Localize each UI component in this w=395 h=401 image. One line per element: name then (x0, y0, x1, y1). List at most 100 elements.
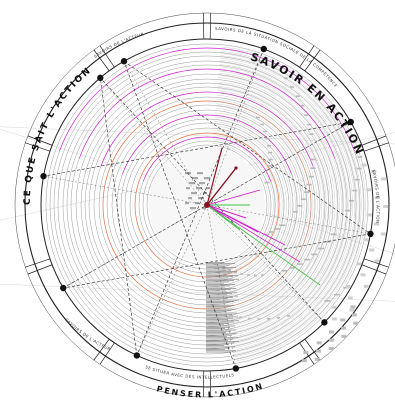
colored-link (206, 189, 261, 206)
hub-node (204, 202, 210, 208)
outer-block (331, 317, 337, 321)
vertical-list-line (206, 291, 237, 293)
data-block (304, 258, 311, 261)
dense-arc (217, 83, 329, 325)
vertical-list-line (206, 312, 237, 314)
dense-arc (217, 79, 333, 330)
sector-tick (27, 264, 53, 275)
ring (75, 73, 339, 337)
data-block (247, 274, 250, 276)
outer-block (340, 318, 346, 322)
data-block (311, 253, 318, 256)
vertical-list-line (206, 284, 235, 285)
vertical-list-line (206, 323, 229, 324)
data-block (265, 137, 270, 140)
outer-block (361, 163, 367, 167)
vertical-list-line (206, 320, 239, 322)
center-block (187, 172, 191, 175)
data-block (310, 167, 316, 169)
center-block (201, 182, 205, 185)
dense-arc (217, 86, 327, 323)
colored-link (206, 204, 286, 246)
perimeter-node (232, 365, 240, 372)
data-block (233, 271, 237, 274)
vertical-list-line (206, 343, 229, 345)
data-block (268, 158, 273, 161)
vertical-list-line (206, 303, 224, 305)
dense-arc (218, 77, 336, 332)
data-block (240, 273, 244, 275)
data-block (356, 167, 362, 170)
outer-block (374, 259, 380, 263)
vertical-list-line (206, 333, 237, 335)
dense-arc (217, 88, 325, 321)
vertical-list-line (206, 346, 235, 348)
perimeter-node (347, 118, 354, 126)
data-block (283, 77, 288, 79)
ring-arc (100, 91, 314, 167)
data-block (267, 318, 271, 320)
label-se-situer: SE SITUER AVEC DES INTELLECTUELS (145, 364, 235, 379)
outer-block (301, 359, 307, 363)
vertical-list-line (206, 297, 233, 298)
vertical-list-line (206, 337, 238, 339)
data-block (227, 148, 231, 151)
sector-tick (99, 45, 115, 68)
vertical-list-line (206, 345, 224, 346)
vertical-list-line (206, 314, 232, 315)
data-block (292, 210, 298, 213)
ring-arc (59, 47, 355, 152)
data-block (309, 133, 314, 135)
sector-tick (361, 135, 387, 146)
sector-tick (25, 142, 51, 152)
perimeter-node (133, 352, 141, 359)
vertical-list-line (206, 328, 225, 329)
sector-tick (93, 49, 110, 72)
data-block (308, 175, 314, 178)
outer-block (349, 308, 355, 312)
data-block (253, 274, 257, 277)
outer-block (315, 349, 321, 353)
data-block (276, 316, 280, 319)
outer-block (353, 321, 359, 325)
colored-link (206, 204, 321, 286)
center-block (195, 202, 199, 205)
outer-block (356, 262, 362, 266)
data-block (300, 104, 305, 107)
outer-block (366, 213, 372, 217)
colored-connection-lines (204, 147, 321, 286)
data-block (248, 317, 252, 320)
dashed-link (100, 77, 325, 323)
vertical-list-line (206, 277, 228, 279)
data-block (344, 209, 350, 212)
center-block (198, 187, 202, 190)
dashed-link (123, 60, 371, 235)
data-block (281, 269, 288, 272)
colored-link (206, 147, 223, 206)
sector-tick (304, 338, 321, 361)
outer-block (329, 338, 335, 342)
perimeter-node (40, 172, 47, 180)
outer-block (380, 232, 386, 236)
vertical-list-line (206, 307, 225, 309)
data-block (290, 86, 295, 88)
center-block (192, 207, 196, 210)
vertical-list-line (206, 294, 227, 296)
center-block (206, 177, 210, 180)
vertical-list-line (206, 288, 236, 289)
data-block (357, 156, 363, 158)
center-block (206, 187, 210, 190)
perimeter-node (120, 58, 128, 65)
boundary-outermost (14, 12, 395, 398)
vertical-list-line (206, 282, 224, 284)
data-block (304, 114, 309, 116)
vertical-list-line (206, 301, 234, 302)
vertical-list-line (206, 263, 235, 264)
boundary-outer (24, 22, 390, 388)
center-block (188, 197, 192, 200)
center-block (186, 187, 190, 190)
perimeter-node (260, 45, 267, 53)
vertical-list-line (206, 278, 239, 280)
vertical-list-line (206, 321, 234, 323)
sector-tick (304, 49, 321, 72)
